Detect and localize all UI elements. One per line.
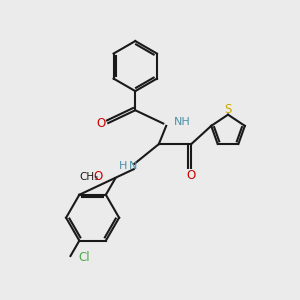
Text: NH: NH <box>174 117 190 127</box>
Text: N: N <box>129 161 137 171</box>
Text: S: S <box>224 103 232 116</box>
Text: CH₃: CH₃ <box>79 172 98 182</box>
Text: O: O <box>96 117 106 130</box>
Text: O: O <box>93 170 102 183</box>
Text: Cl: Cl <box>79 251 90 264</box>
Text: O: O <box>187 169 196 182</box>
Text: H: H <box>118 160 127 171</box>
